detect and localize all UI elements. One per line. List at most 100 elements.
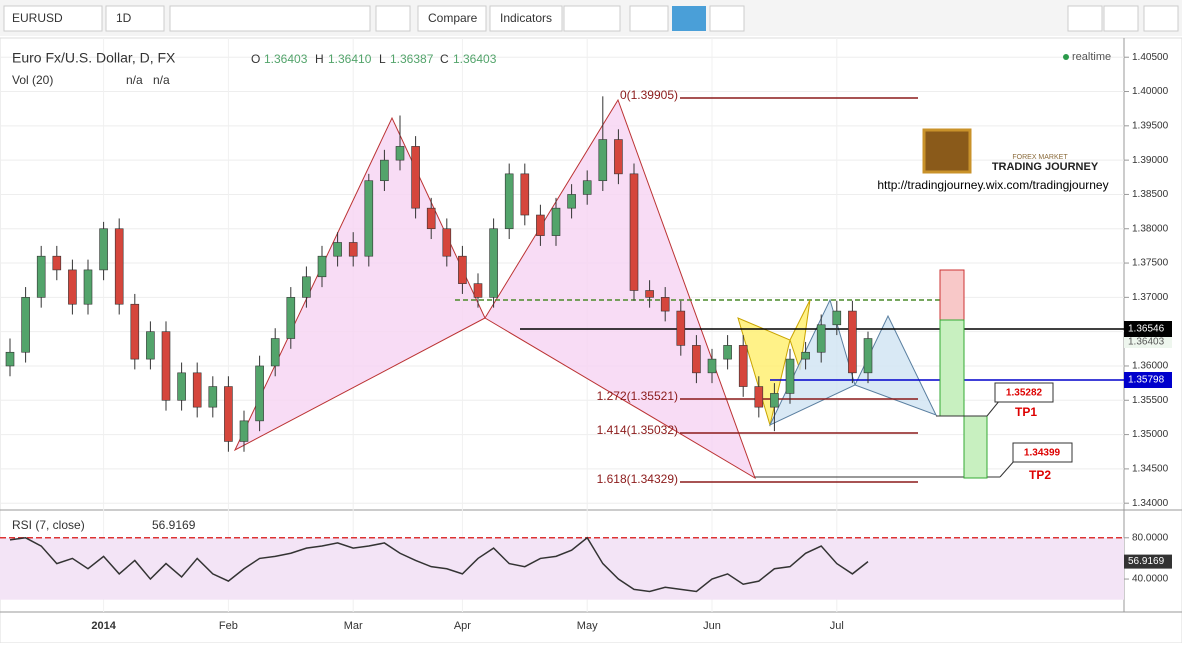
draw-button[interactable] [672,6,706,31]
blue-pattern-1 [768,298,856,427]
candle-body [473,283,483,298]
fib-label: 1.414(1.35032) [597,423,678,437]
vol-value: n/a [126,73,143,87]
candle-body [68,269,77,305]
candle-body [692,345,701,374]
idea-button[interactable] [709,5,745,32]
logo-url: http://tradingjourney.wix.com/tradingjou… [877,178,1108,192]
rsi-band [0,537,1124,600]
candle-body [114,228,124,305]
candle-body [52,255,62,271]
x-tick-label: Jun [703,620,721,632]
c-label: C [440,52,449,66]
indicators-button[interactable] [489,5,563,32]
y-tick-label: 1.39500 [1132,120,1169,131]
tag-black [1124,321,1172,337]
risk-box [939,269,965,321]
tp2-label: TP2 [1029,468,1051,482]
rsi-value: 56.9169 [152,518,196,532]
y-tick-label: 1.34500 [1132,464,1169,475]
candle-body [411,146,420,209]
undo-button[interactable] [1067,5,1103,32]
x-tick-label: Jul [830,620,844,632]
compare-button[interactable] [417,5,487,32]
reward-box-1 [939,319,965,417]
fullscreen-button[interactable] [1143,5,1179,32]
candle-body [660,297,670,312]
candle-body [239,420,249,442]
y-tick-label: 1.39000 [1132,155,1169,166]
h-value: 1.36410 [328,52,372,66]
candle-body [270,338,280,367]
x-tick-label: 2014 [91,620,116,632]
drawings [233,97,1124,483]
candle-body [707,358,717,374]
vol-value: n/a [153,73,170,87]
candle-body [629,173,639,291]
tag-blue [1124,372,1172,388]
symbol-box[interactable] [3,5,103,32]
rsi-tag-text: 56.9169 [1128,556,1165,567]
candle-body [177,372,186,401]
candle-body [816,324,826,353]
fib-label: 0(1.39905) [620,88,678,102]
tag-black-text: 1.36546 [1128,324,1165,335]
pattern-bcd [484,98,756,480]
y-tick-label: 40.0000 [1132,574,1169,585]
candle-body [848,310,857,374]
candle-body [21,297,30,353]
candle-body [832,310,842,326]
logo-small: FOREX MARKET [1012,154,1068,161]
y-tick-label: 1.40000 [1132,86,1169,97]
y-tick-label: 1.38500 [1132,189,1169,200]
tag-blue-text: 1.35798 [1128,375,1165,386]
candle-body [489,228,498,298]
h-label: H [315,52,324,66]
symbol: EURUSD [12,11,63,25]
candle-body [582,180,592,195]
candle-body [224,386,233,442]
y-tick-label: 1.35000 [1132,429,1169,440]
candle-body [598,139,608,182]
settings-button[interactable] [375,5,411,32]
tp2-pointer [999,459,1016,478]
candle-body [380,159,389,182]
candle-body [426,207,436,230]
candle-body [192,372,202,408]
candle-body [785,358,795,394]
rsi-line [9,536,869,593]
reward-box-2 [963,415,988,479]
candle-body [83,269,93,305]
indicators: Indicators [500,11,552,25]
candle-body [348,242,358,257]
candle-body [504,173,514,230]
tag-current [1124,337,1172,348]
x-tick-label: Feb [219,620,238,632]
interval-box[interactable] [105,5,165,32]
x-tick-label: Apr [454,620,471,632]
tp2-price: 1.34399 [1024,448,1061,459]
candle-body [645,290,654,298]
l-value: 1.36387 [390,52,434,66]
candle-body [551,207,561,236]
y-tick-label: 1.36000 [1132,361,1169,372]
candle-body [130,303,140,360]
x-tick-label: May [577,620,598,632]
redo-button[interactable] [1103,5,1139,32]
chart-style-box[interactable] [169,5,371,32]
template-button[interactable] [629,5,669,32]
tp1-label: TP1 [1015,405,1037,419]
candle-body [317,255,327,278]
l-label: L [379,52,386,66]
logo-icon [922,128,972,174]
y-tick-label: 1.37000 [1132,292,1169,303]
search-button[interactable] [563,5,621,32]
candle-body [723,345,732,360]
candle-body [754,386,764,408]
o-value: 1.36403 [264,52,308,66]
o-label: O [251,52,260,66]
candle-body [99,228,108,271]
candle-body [520,173,530,216]
candle-body [5,351,15,367]
vol-label: Vol (20) [12,73,53,87]
